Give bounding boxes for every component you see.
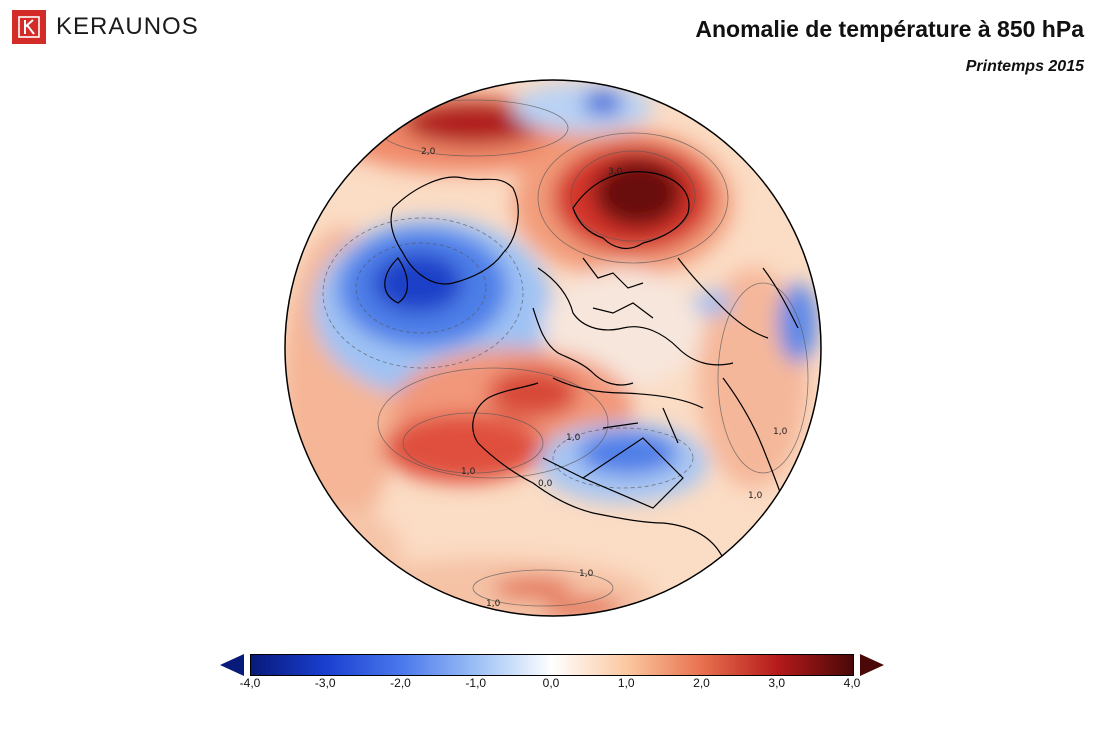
contour-label: 1,0 (773, 427, 788, 437)
keraunos-logo-mark-icon (12, 10, 46, 44)
colorbar-tick-label: -1,0 (465, 676, 487, 690)
contour-label: 1,0 (748, 491, 763, 501)
map-subtitle: Printemps 2015 (965, 58, 1084, 75)
keraunos-logo: KERAUNOS (12, 10, 199, 44)
contour-label: 2,0 (421, 147, 436, 157)
globe-outline (284, 79, 822, 617)
colorbar-tick-labels: -4,0 -3,0 -2,0 -1,0 0,0 1,0 2,0 3,0 4,0 (240, 676, 861, 698)
contour-lines (322, 99, 809, 607)
colorbar-tick-label: -2,0 (390, 676, 411, 690)
colorbar-legend: -4,0 -3,0 -2,0 -1,0 0,0 1,0 2,0 3,0 4,0 (220, 652, 884, 700)
contour-label: 1,0 (579, 569, 594, 579)
anomaly-field (285, 83, 818, 616)
colorbar-tick-label: 0,0 (542, 676, 560, 690)
colorbar-tick-label: -3,0 (314, 676, 336, 690)
map-title: Anomalie de température à 850 hPa (695, 16, 1084, 42)
colorbar-min-arrow-icon (220, 654, 244, 676)
colorbar-tick-label: 2,0 (693, 676, 710, 690)
colorbar-tick-label: 3,0 (768, 676, 786, 690)
colorbar-max-arrow-icon (860, 654, 884, 676)
contour-label: 1,0 (566, 433, 581, 443)
contour-label: 1,0 (461, 467, 476, 477)
colorbar-tick-label: 1,0 (617, 676, 635, 690)
colorbar-tick-label: 4,0 (843, 676, 861, 690)
contour-label: 3,0 (608, 167, 623, 177)
anomaly-globe-map: 2,0 3,0 1,0 1,0 0,0 1,0 1,0 1,0 1,0 (284, 79, 822, 617)
logo-text: KERAUNOS (56, 13, 199, 40)
contour-label-group: 2,0 3,0 1,0 1,0 0,0 1,0 1,0 1,0 1,0 (421, 147, 788, 609)
colorbar-tick-label: -4,0 (239, 676, 261, 690)
coastlines (384, 171, 799, 559)
colorbar-gradient (250, 654, 854, 676)
contour-label: 0,0 (538, 479, 553, 489)
contour-label: 1,0 (486, 599, 501, 609)
